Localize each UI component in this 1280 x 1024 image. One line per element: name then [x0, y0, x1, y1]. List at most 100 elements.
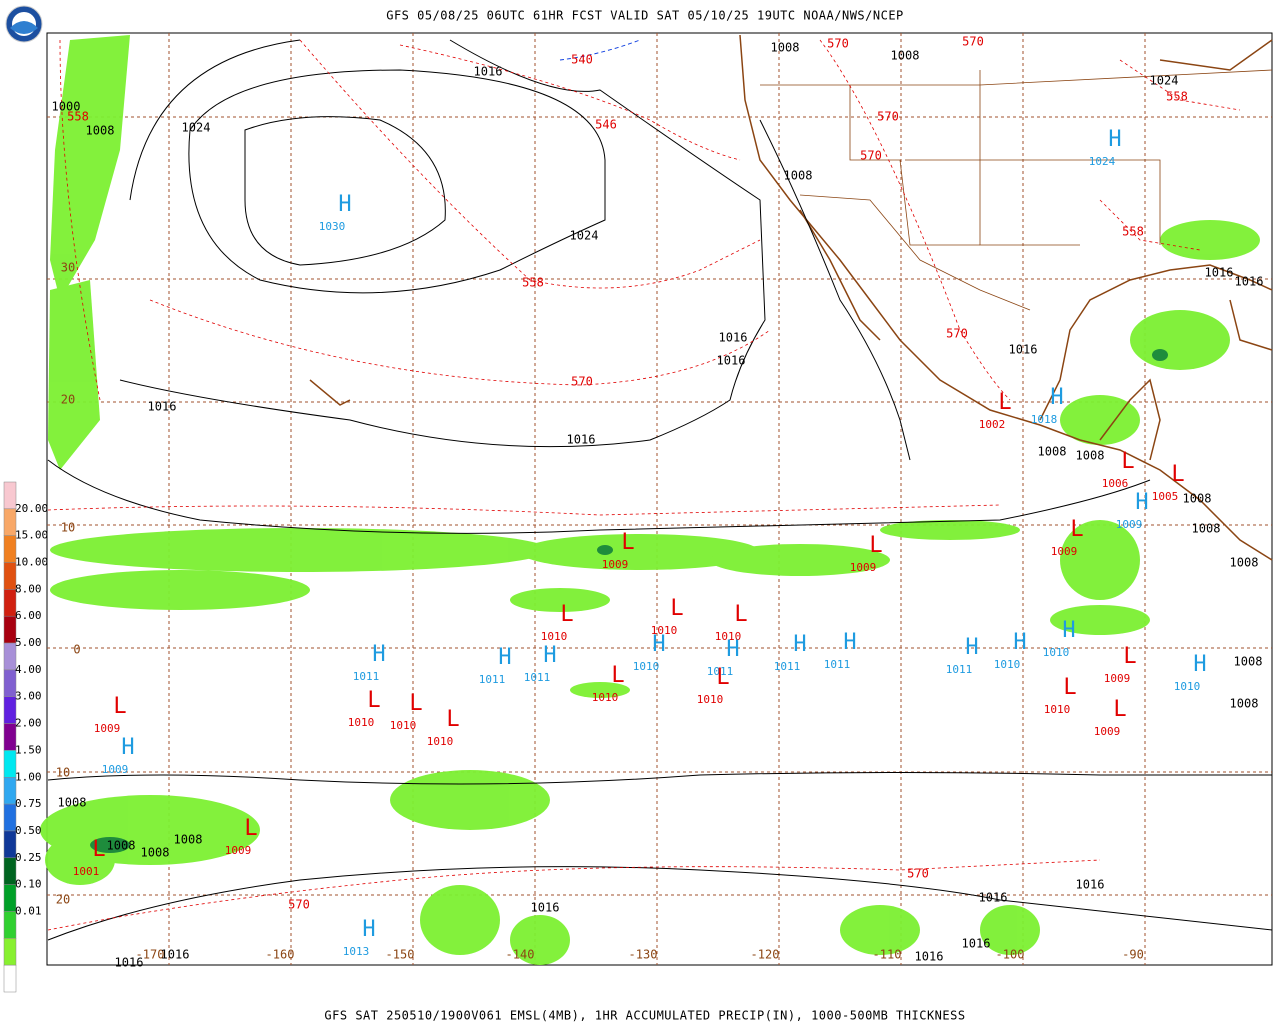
isobar-label: 1016 [474, 65, 503, 79]
pressure-value: 1006 [1102, 477, 1129, 490]
isobar-label: 1008 [1183, 492, 1212, 506]
pressure-symbol: L [621, 530, 634, 555]
pressure-symbol: H [372, 642, 385, 667]
isobar-label: 1000 [52, 100, 81, 114]
lon-label: -100 [996, 948, 1025, 962]
colorbar-label: 3.00 [15, 690, 42, 703]
isobar-label: 1008 [891, 49, 920, 63]
pressure-value: 1002 [979, 418, 1006, 431]
colorbar-label: 0.01 [15, 904, 42, 917]
pressure-value: 1005 [1152, 490, 1179, 503]
thickness-label: 540 [571, 53, 593, 67]
thickness-label: 570 [962, 35, 984, 49]
pressure-symbol: L [611, 663, 624, 688]
pressure-symbol: L [1113, 697, 1126, 722]
pressure-value: 1010 [633, 660, 660, 673]
pressure-symbol: H [1050, 385, 1063, 410]
pressure-symbol: L [409, 691, 422, 716]
thickness-label: 558 [67, 110, 89, 124]
isobar-label: 1024 [570, 229, 599, 243]
isobar-label: 1016 [531, 901, 560, 915]
pressure-symbol: H [338, 192, 351, 217]
isobar-label: 1016 [567, 433, 596, 447]
lon-label: -150 [386, 948, 415, 962]
lon-label: -90 [1122, 948, 1144, 962]
pressure-value: 1030 [319, 220, 346, 233]
isobar-label: 1016 [979, 891, 1008, 905]
isobar-label: 1024 [1150, 74, 1179, 88]
pressure-value: 1010 [348, 716, 375, 729]
pressure-value: 1010 [1044, 703, 1071, 716]
pressure-symbol: L [1121, 449, 1134, 474]
lon-label: -110 [873, 948, 902, 962]
isobar-label: 1016 [915, 950, 944, 964]
pressure-symbol: H [1062, 618, 1075, 643]
isobar-label: 1016 [717, 354, 746, 368]
pressure-value: 1011 [707, 665, 734, 678]
thickness-label: 546 [595, 118, 617, 132]
lon-label: -160 [266, 948, 295, 962]
pressure-value: 1001 [73, 865, 100, 878]
colorbar-label: 1.50 [15, 743, 42, 756]
isobar-label: 1016 [161, 948, 190, 962]
pressure-symbol: H [498, 645, 511, 670]
lat-label: 30 [61, 261, 75, 275]
colorbar-label: 4.00 [15, 663, 42, 676]
isobar-label: 1008 [771, 41, 800, 55]
thickness-label: 570 [571, 375, 593, 389]
pressure-value: 1010 [1174, 680, 1201, 693]
colorbar-swatch [3, 938, 17, 966]
pressure-symbol: L [113, 694, 126, 719]
isobar-label: 1008 [1192, 522, 1221, 536]
isobar-label: 1008 [107, 839, 136, 853]
pressure-symbol: H [1135, 490, 1148, 515]
noaa-logo [5, 5, 43, 43]
colorbar-label: 0.25 [15, 851, 42, 864]
pressure-symbol: H [793, 632, 806, 657]
isobar-label: 1016 [719, 331, 748, 345]
map-title: GFS 05/08/25 06UTC 61HR FCST VALID SAT 0… [386, 9, 904, 23]
pressure-value: 1009 [1051, 545, 1078, 558]
pressure-symbol: H [965, 635, 978, 660]
colorbar-label: 0.50 [15, 824, 42, 837]
pressure-symbol: H [843, 630, 856, 655]
colorbar-label: 6.00 [15, 609, 42, 622]
pressure-value: 1010 [541, 630, 568, 643]
isobar-label: 1024 [182, 121, 211, 135]
colorbar-label: 15.00 [15, 529, 48, 542]
pressure-symbol: H [726, 637, 739, 662]
lat-label: 20 [56, 893, 70, 907]
isobar-label: 1008 [1230, 556, 1259, 570]
isobars [47, 39, 1273, 941]
thickness-label: 558 [522, 276, 544, 290]
pressure-value: 1018 [1031, 413, 1058, 426]
coastlines [309, 34, 1273, 561]
isobar-label: 1008 [1234, 655, 1263, 669]
isobar-label: 1016 [962, 937, 991, 951]
lat-label: 20 [61, 393, 75, 407]
map-frame [46, 32, 1273, 966]
colorbar-label: 8.00 [15, 582, 42, 595]
map-caption: GFS SAT 250510/1900V061 EMSL(4MB), 1HR A… [324, 1009, 965, 1023]
pressure-value: 1011 [353, 670, 380, 683]
thickness-label: 570 [946, 327, 968, 341]
thickness-label: 570 [860, 149, 882, 163]
pressure-symbol: L [560, 602, 573, 627]
pressure-value: 1009 [850, 561, 877, 574]
pressure-symbol: H [1013, 630, 1026, 655]
pressure-symbol: L [734, 602, 747, 627]
isobar-label: 1016 [1009, 343, 1038, 357]
precip-areas [40, 35, 1260, 965]
pressure-symbol: H [362, 917, 375, 942]
pressure-symbol: H [121, 735, 134, 760]
isobar-label: 1016 [115, 956, 144, 970]
pressure-value: 1009 [102, 763, 129, 776]
isobar-label: 1008 [141, 846, 170, 860]
pressure-symbol: L [869, 533, 882, 558]
pressure-value: 1010 [697, 693, 724, 706]
pressure-value: 1009 [1104, 672, 1131, 685]
pressure-value: 1011 [774, 660, 801, 673]
precip-colorbar: 20.00 15.00 10.00 8.00 6.00 5.00 4.00 3.00 2.00 1… [3, 481, 48, 993]
